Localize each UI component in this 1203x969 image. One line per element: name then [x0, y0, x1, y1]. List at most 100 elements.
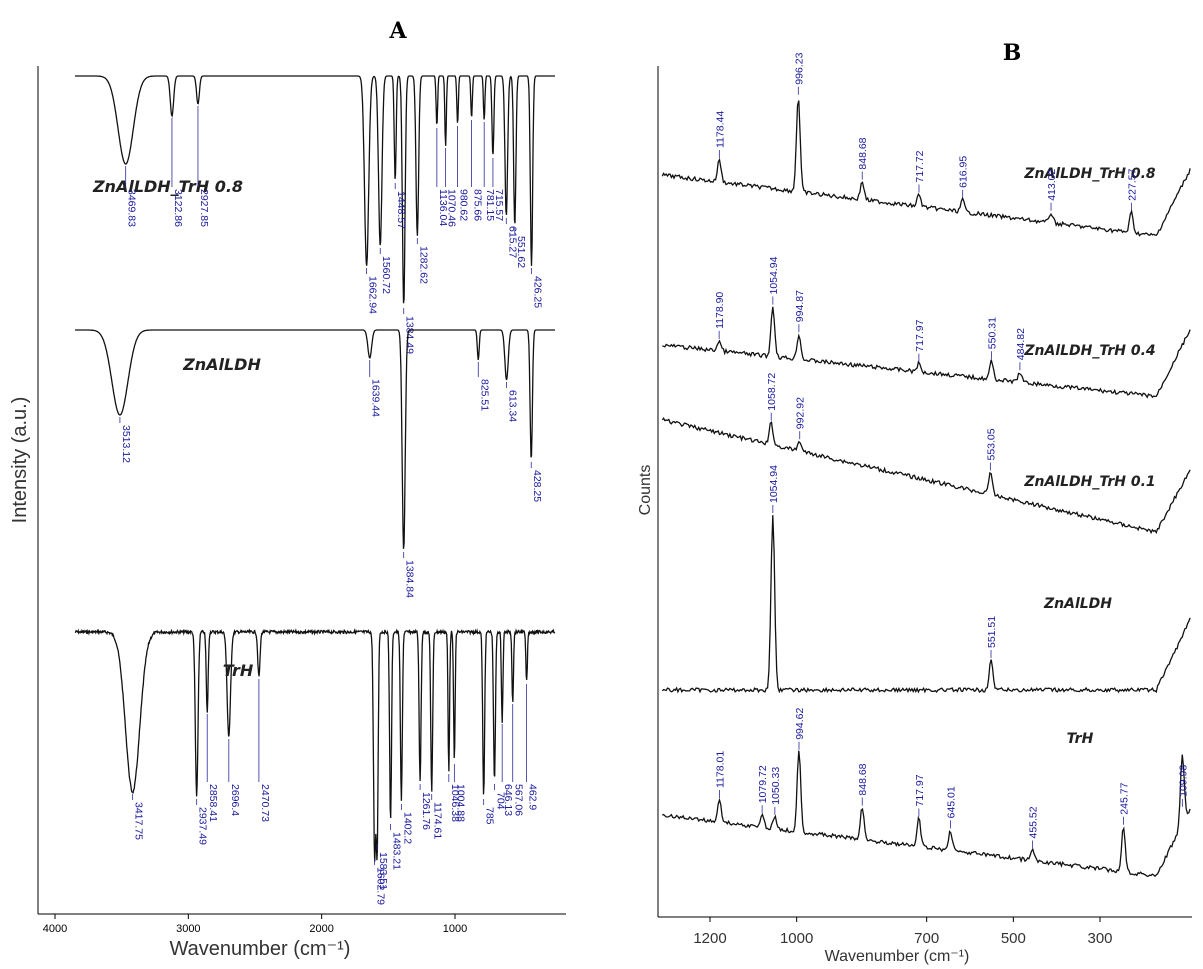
raman-peak-label: 717.97: [914, 319, 926, 351]
raman-peak-label: 551.51: [986, 616, 998, 648]
raman-x-tick-label: 1000: [780, 930, 813, 947]
raman-peak-label: 109.98: [1177, 765, 1189, 797]
ftir-peak-label: 551.62: [515, 236, 527, 268]
ftir-series-label: ZnAlLDH_TrH 0.8: [92, 177, 243, 196]
raman-trace: [661, 417, 1191, 535]
ftir-x-tick-label: 3000: [176, 923, 200, 935]
raman-peak-label: 717.97: [914, 774, 926, 806]
raman-peak-label: 1178.90: [714, 292, 726, 329]
ftir-peak-label: 2470.73: [259, 784, 271, 822]
ftir-peak-label: 615.27: [506, 226, 518, 258]
ftir-peak-label: 2927.85: [198, 189, 210, 227]
raman-y-axis-title: Counts: [637, 465, 654, 516]
raman-trace: [661, 100, 1191, 237]
raman-peak-label: 1050.33: [770, 767, 782, 805]
ftir-peak-label: 1662.94: [367, 276, 379, 314]
raman-peak-label: 992.92: [795, 397, 807, 429]
ftir-peak-label: 567.06: [513, 784, 525, 816]
ftir-peak-label: 426.25: [532, 276, 544, 308]
ftir-peak-label: 3513.12: [120, 425, 132, 463]
ftir-peak-label: 1583.51: [377, 852, 389, 890]
ftir-peak-label: 462.9: [527, 784, 539, 810]
raman-trace: [662, 306, 1191, 399]
raman-peak-label: 616.95: [958, 156, 970, 188]
ftir-peak-label: 1384.84: [404, 560, 416, 598]
ftir-peak-label: 428.25: [531, 470, 543, 502]
raman-peak-label: 645.01: [946, 786, 958, 818]
ftir-peak-label: 1483.21: [391, 832, 403, 870]
ftir-x-tick-label: 4000: [43, 923, 67, 935]
raman-peak-label: 455.52: [1028, 806, 1040, 838]
ftir-trace: [74, 628, 556, 862]
raman-x-tick-label: 500: [1001, 930, 1026, 947]
ftir-peak-label: 1136.04: [437, 189, 449, 226]
raman-peak-label: 1178.44: [714, 111, 726, 148]
ftir-series-label: ZnAlLDH: [182, 355, 261, 374]
raman-peak-label: 717.72: [914, 150, 926, 182]
ftir-peak-label: 1282.62: [417, 246, 429, 284]
ftir-peak-label: 1004.88: [454, 784, 466, 822]
raman-x-tick-label: 700: [914, 930, 939, 947]
ftir-peak-label: 2858.41: [207, 784, 219, 822]
raman-peak-label: 994.87: [794, 290, 806, 322]
raman-series-label: ZnAlLDH_TrH 0.1: [1023, 474, 1155, 490]
raman-peak-label: 996.23: [793, 52, 805, 84]
raman-peak-label: 227.57: [1126, 168, 1138, 200]
ftir-trace: [75, 75, 555, 304]
ftir-x-tick-label: 1000: [443, 923, 467, 935]
raman-peak-label: 553.05: [985, 428, 997, 460]
ftir-trace: [75, 329, 555, 549]
ftir-peak-label: 980.62: [458, 189, 470, 221]
raman-x-axis-title: Wavenumber (cm⁻¹): [825, 948, 970, 965]
ftir-peak-label: 825.51: [478, 379, 490, 411]
raman-peak-label: 484.82: [1015, 328, 1027, 360]
ftir-peak-label: 704: [495, 792, 507, 810]
ftir-peak-label: 1174.61: [432, 802, 444, 839]
ftir-peak-label: 3417.75: [133, 802, 145, 840]
ftir-peak-label: 785: [484, 807, 496, 825]
ftir-peak-label: 1448.57: [395, 191, 407, 229]
raman-series-label: ZnAlLDH: [1043, 596, 1112, 612]
ftir-peak-label: 715.57: [493, 189, 505, 221]
ftir-peak-label: 1384.49: [404, 316, 416, 354]
ftir-peak-label: 646.13: [502, 784, 514, 816]
panel-letter-a: A: [388, 18, 407, 44]
raman-panel: Counts Wavenumber (cm⁻¹) 1200 1000 700 500 3…: [637, 52, 1192, 965]
ftir-peak-label: 1639.44: [370, 379, 382, 417]
raman-trace: [661, 515, 1191, 694]
ftir-peak-label: 1560.72: [380, 256, 392, 294]
ftir-peak-label: 781.15: [484, 189, 496, 221]
ftir-x-axis-title: Wavenumber (cm⁻¹): [170, 938, 351, 960]
raman-peak-label: 1054.94: [768, 256, 780, 294]
raman-series-label: ZnAlLDH_TrH 0.4: [1023, 343, 1155, 359]
raman-peak-label: 245.77: [1119, 782, 1131, 814]
ftir-y-axis-title: Intensity (a.u.): [9, 397, 31, 524]
raman-peak-label: 1058.72: [766, 373, 778, 411]
raman-series-label: TrH: [1067, 731, 1094, 747]
ftir-peak-label: 3122.86: [172, 189, 184, 227]
ftir-peak-label: 1046.38: [449, 784, 461, 822]
raman-peak-label: 1079.72: [757, 765, 769, 803]
ftir-peak-label: 613.34: [507, 390, 519, 422]
raman-peak-label: 1178.01: [715, 751, 727, 788]
ftir-x-tick-label: 2000: [309, 923, 333, 935]
ftir-series-label: TrH: [223, 661, 254, 680]
ftir-peak-label: 1402.2: [401, 812, 413, 844]
raman-trace: [661, 750, 1191, 878]
ftir-peak-label: 1602.79: [375, 867, 387, 905]
raman-peak-label: 994.62: [794, 708, 806, 740]
raman-series-label: ZnAlLDH_TrH 0.8: [1023, 166, 1156, 182]
raman-peak-label: 550.31: [987, 317, 999, 349]
ftir-peak-label: 1261.76: [420, 792, 432, 830]
raman-peak-label: 413.02: [1046, 169, 1058, 201]
raman-peak-label: 848.68: [857, 137, 869, 169]
ftir-peak-label: 2937.49: [197, 807, 209, 845]
ftir-peak-label: 1070.46: [446, 189, 458, 227]
ftir-panel: Intensity (a.u.) Wavenumber (cm⁻¹) 4000 3…: [9, 66, 566, 960]
raman-peak-label: 848.68: [857, 763, 869, 795]
raman-peak-label: 1054.94: [768, 465, 780, 503]
ftir-peak-label: 875.66: [472, 189, 484, 221]
ftir-peak-label: 2696.4: [229, 784, 241, 816]
panel-letter-b: B: [1003, 40, 1022, 66]
